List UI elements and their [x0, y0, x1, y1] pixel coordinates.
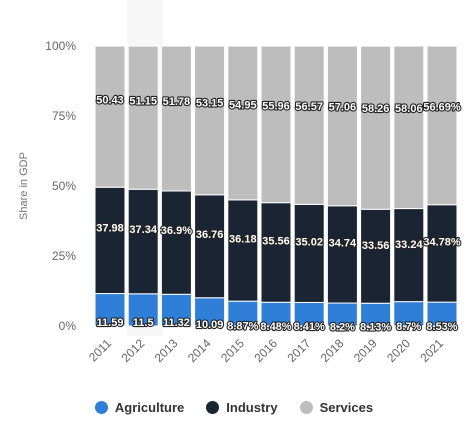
x-tick-label-2016: 2016 [251, 336, 280, 365]
bar-services-2017[interactable] [293, 45, 325, 205]
legend-label-services: Services [319, 400, 374, 415]
data-label-services-2017: 56.57 [295, 101, 323, 113]
legend-marker-services [299, 401, 313, 414]
data-label-industry-2020: 33.24 [395, 239, 423, 251]
bar-industry-2017[interactable] [293, 203, 325, 303]
data-label-services-2014: 53.15 [196, 98, 224, 110]
legend: Agriculture Industry Services [0, 400, 468, 415]
bar-industry-2021[interactable] [426, 204, 458, 303]
data-label-agriculture-2019: 8.13% [360, 322, 391, 334]
bar-industry-2020[interactable] [393, 208, 425, 303]
y-tick-label-100pct: 100% [45, 39, 76, 53]
data-label-agriculture-2011: 11.59 [97, 317, 124, 329]
legend-marker-agriculture [94, 401, 108, 414]
legend-marker-industry [206, 401, 220, 414]
bar-services-2021[interactable] [426, 45, 458, 206]
x-tick-label-2017: 2017 [285, 336, 314, 365]
data-label-agriculture-2015: 8.87% [227, 321, 258, 333]
data-label-agriculture-2017: 8.41% [294, 321, 325, 333]
data-label-services-2020: 58.06 [395, 103, 423, 115]
legend-label-agriculture: Agriculture [114, 400, 185, 415]
legend-item-agriculture[interactable]: Agriculture [94, 400, 185, 415]
bar-services-2019[interactable] [360, 45, 392, 210]
data-label-agriculture-2018: 8.2% [330, 322, 355, 334]
x-tick-label-2014: 2014 [185, 336, 214, 365]
bar-industry-2011[interactable] [94, 186, 126, 295]
y-tick-label-75pct: 75% [52, 109, 76, 123]
y-axis-title: Share in GDP [18, 152, 30, 220]
data-label-services-2018: 57.06 [329, 102, 357, 114]
bar-agriculture-2013[interactable] [160, 293, 192, 327]
data-label-services-2019: 58.26 [362, 103, 390, 115]
bar-industry-2018[interactable] [326, 205, 358, 304]
data-label-industry-2016: 35.56 [262, 236, 290, 248]
legend-label-industry: Industry [226, 400, 278, 415]
legend-item-industry[interactable]: Industry [206, 400, 278, 415]
data-label-services-2021: 56.69% [423, 101, 461, 113]
bar-agriculture-2014[interactable] [194, 297, 226, 327]
y-tick-label-0pct: 0% [59, 319, 77, 333]
bar-agriculture-2011[interactable] [94, 293, 126, 327]
data-label-services-2015: 54.95 [229, 99, 257, 111]
bar-services-2016[interactable] [260, 45, 292, 204]
bar-industry-2019[interactable] [360, 208, 392, 304]
bar-services-2012[interactable] [127, 45, 159, 190]
bar-services-2014[interactable] [194, 45, 226, 196]
bar-services-2020[interactable] [393, 45, 425, 210]
x-tick-label-2012: 2012 [119, 336, 148, 365]
data-label-industry-2014: 36.76 [196, 229, 224, 241]
y-tick-label-25pct: 25% [52, 249, 76, 263]
x-tick-label-2021: 2021 [417, 336, 446, 365]
data-label-industry-2018: 34.74 [329, 238, 357, 250]
bar-services-2011[interactable] [94, 45, 126, 188]
bar-services-2013[interactable] [160, 45, 192, 192]
data-label-agriculture-2020: 8.7% [396, 321, 421, 333]
data-label-services-2012: 51.15 [129, 95, 157, 107]
bar-industry-2014[interactable] [194, 194, 226, 299]
data-label-services-2011: 50.43 [96, 95, 124, 107]
x-tick-label-2011: 2011 [86, 336, 114, 364]
data-label-agriculture-2012: 11.5 [133, 317, 154, 329]
bar-industry-2015[interactable] [227, 199, 259, 302]
data-label-industry-2012: 37.34 [129, 224, 157, 236]
data-label-agriculture-2016: 8.48% [260, 321, 291, 333]
data-label-industry-2021: 34.78% [423, 237, 461, 249]
x-tick-label-2020: 2020 [384, 336, 413, 365]
data-label-services-2013: 51.78 [163, 96, 191, 108]
data-label-agriculture-2021: 8.53% [426, 321, 457, 333]
data-label-agriculture-2014: 10.09 [196, 319, 224, 331]
bar-services-2018[interactable] [326, 45, 358, 207]
data-label-industry-2019: 33.56 [362, 240, 390, 252]
data-label-industry-2017: 35.02 [295, 237, 323, 249]
bar-agriculture-2020[interactable] [393, 301, 425, 327]
bar-industry-2013[interactable] [160, 190, 192, 295]
y-tick-label-50pct: 50% [52, 179, 76, 193]
x-tick-label-2013: 2013 [152, 336, 181, 365]
data-label-services-2016: 55.96 [262, 101, 290, 113]
x-tick-label-2019: 2019 [351, 336, 380, 365]
bar-industry-2016[interactable] [260, 202, 292, 303]
x-tick-label-2015: 2015 [218, 336, 247, 365]
data-label-agriculture-2013: 11.32 [163, 317, 190, 329]
data-label-industry-2013: 36.9% [161, 225, 192, 237]
bar-industry-2012[interactable] [127, 188, 159, 295]
data-label-industry-2011: 37.98 [96, 223, 124, 235]
bar-services-2015[interactable] [227, 45, 259, 201]
x-tick-label-2018: 2018 [318, 336, 347, 365]
legend-item-services[interactable]: Services [299, 400, 374, 415]
stacked-bar-chart: 0% 25% 50% 75% 100% 2011 2012 2013 2014 2015 2016… [18, 39, 462, 366]
data-label-industry-2015: 36.18 [229, 233, 257, 245]
